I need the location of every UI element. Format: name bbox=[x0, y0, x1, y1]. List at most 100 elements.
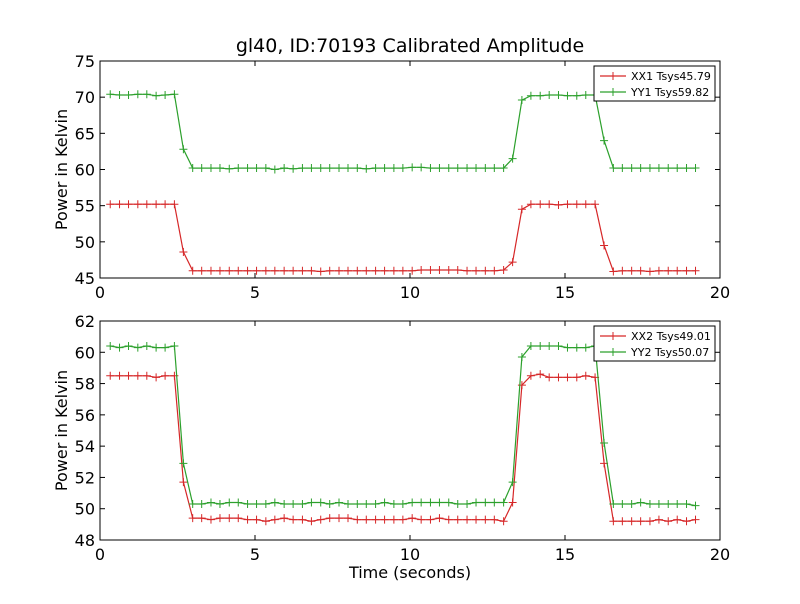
y-tick-label: 50 bbox=[75, 500, 95, 519]
data-point-marker bbox=[444, 266, 453, 275]
data-point-marker bbox=[270, 266, 279, 275]
data-point-marker bbox=[645, 267, 654, 276]
data-point-marker bbox=[124, 200, 133, 209]
y-tick-label: 60 bbox=[75, 343, 95, 362]
data-point-marker bbox=[325, 514, 334, 523]
data-point-marker bbox=[316, 164, 325, 173]
data-point-marker bbox=[170, 200, 179, 209]
data-point-marker bbox=[353, 500, 362, 509]
data-point-marker bbox=[280, 514, 289, 523]
data-point-marker bbox=[453, 515, 462, 524]
data-point-marker bbox=[234, 164, 243, 173]
data-point-marker bbox=[289, 515, 298, 524]
x-tick-label: 5 bbox=[250, 545, 260, 564]
data-point-marker bbox=[545, 373, 554, 382]
data-point-marker bbox=[243, 500, 252, 509]
data-point-marker bbox=[472, 266, 481, 275]
data-point-marker bbox=[426, 164, 435, 173]
data-point-marker bbox=[197, 514, 206, 523]
y-axis-label: Power in Kelvin bbox=[52, 109, 71, 230]
data-point-marker bbox=[526, 200, 535, 209]
data-point-marker bbox=[335, 164, 344, 173]
legend-entry-1: XX2 Tsys49.01 bbox=[631, 330, 711, 343]
series-line-2 bbox=[110, 345, 696, 507]
data-point-marker bbox=[362, 266, 371, 275]
data-point-marker bbox=[353, 164, 362, 173]
data-point-marker bbox=[426, 515, 435, 524]
data-point-marker bbox=[591, 200, 600, 209]
data-point-marker bbox=[481, 266, 490, 275]
x-tick-label: 20 bbox=[710, 283, 730, 302]
data-point-marker bbox=[261, 266, 270, 275]
data-point-marker bbox=[463, 500, 472, 509]
data-point-marker bbox=[115, 371, 124, 380]
data-point-marker bbox=[444, 164, 453, 173]
data-point-marker bbox=[426, 266, 435, 275]
data-point-marker bbox=[673, 266, 682, 275]
legend-swatch-marker bbox=[609, 88, 617, 96]
data-point-marker bbox=[563, 373, 572, 382]
data-point-marker bbox=[362, 500, 371, 509]
data-point-marker bbox=[371, 266, 380, 275]
data-point-marker bbox=[179, 459, 188, 468]
data-point-marker bbox=[691, 164, 700, 173]
data-point-marker bbox=[636, 498, 645, 507]
data-point-marker bbox=[618, 517, 627, 526]
data-point-marker bbox=[307, 266, 316, 275]
data-point-marker bbox=[142, 371, 151, 380]
legend-entry-2: YY1 Tsys59.82 bbox=[630, 86, 709, 99]
data-point-marker bbox=[325, 500, 334, 509]
data-point-marker bbox=[353, 266, 362, 275]
data-point-marker bbox=[106, 371, 115, 380]
data-point-marker bbox=[508, 258, 517, 267]
x-tick-label: 20 bbox=[710, 545, 730, 564]
data-point-marker bbox=[179, 145, 188, 154]
data-point-marker bbox=[526, 91, 535, 100]
data-point-marker bbox=[362, 164, 371, 173]
data-point-marker bbox=[499, 517, 508, 526]
data-point-marker bbox=[435, 266, 444, 275]
data-point-marker bbox=[426, 498, 435, 507]
legend-swatch-marker bbox=[609, 348, 617, 356]
data-point-marker bbox=[408, 163, 417, 172]
data-point-marker bbox=[682, 517, 691, 526]
data-point-marker bbox=[115, 343, 124, 352]
data-point-marker bbox=[344, 266, 352, 275]
data-point-marker bbox=[581, 371, 590, 380]
data-point-marker bbox=[225, 266, 234, 275]
data-point-marker bbox=[197, 500, 206, 509]
y-tick-label: 75 bbox=[75, 52, 95, 71]
data-point-marker bbox=[307, 517, 316, 526]
data-point-marker bbox=[335, 498, 344, 507]
data-point-marker bbox=[215, 164, 224, 173]
data-point-marker bbox=[133, 90, 142, 99]
data-point-marker bbox=[206, 515, 215, 524]
legend-entry-2: YY2 Tsys50.07 bbox=[630, 346, 709, 359]
data-point-marker bbox=[453, 500, 462, 509]
data-point-marker bbox=[371, 164, 380, 173]
data-point-marker bbox=[380, 515, 389, 524]
data-point-marker bbox=[682, 500, 691, 509]
data-point-marker bbox=[197, 266, 206, 275]
data-point-marker bbox=[682, 266, 691, 275]
data-point-marker bbox=[298, 164, 307, 173]
data-point-marker bbox=[417, 266, 426, 275]
data-point-marker bbox=[398, 266, 407, 275]
data-point-marker bbox=[636, 517, 645, 526]
data-point-marker bbox=[691, 515, 700, 524]
data-point-marker bbox=[225, 514, 234, 523]
data-point-marker bbox=[691, 501, 700, 510]
data-point-marker bbox=[161, 90, 170, 99]
data-point-marker bbox=[654, 500, 663, 509]
data-point-marker bbox=[554, 342, 563, 351]
data-point-marker bbox=[380, 498, 389, 507]
data-point-marker bbox=[481, 498, 490, 507]
data-point-marker bbox=[609, 164, 618, 173]
data-point-marker bbox=[353, 515, 362, 524]
x-tick-label: 10 bbox=[400, 545, 420, 564]
data-point-marker bbox=[325, 266, 334, 275]
data-point-marker bbox=[600, 136, 609, 145]
data-point-marker bbox=[536, 200, 545, 209]
data-point-marker bbox=[335, 266, 344, 275]
y-axis-label: Power in Kelvin bbox=[52, 370, 71, 491]
